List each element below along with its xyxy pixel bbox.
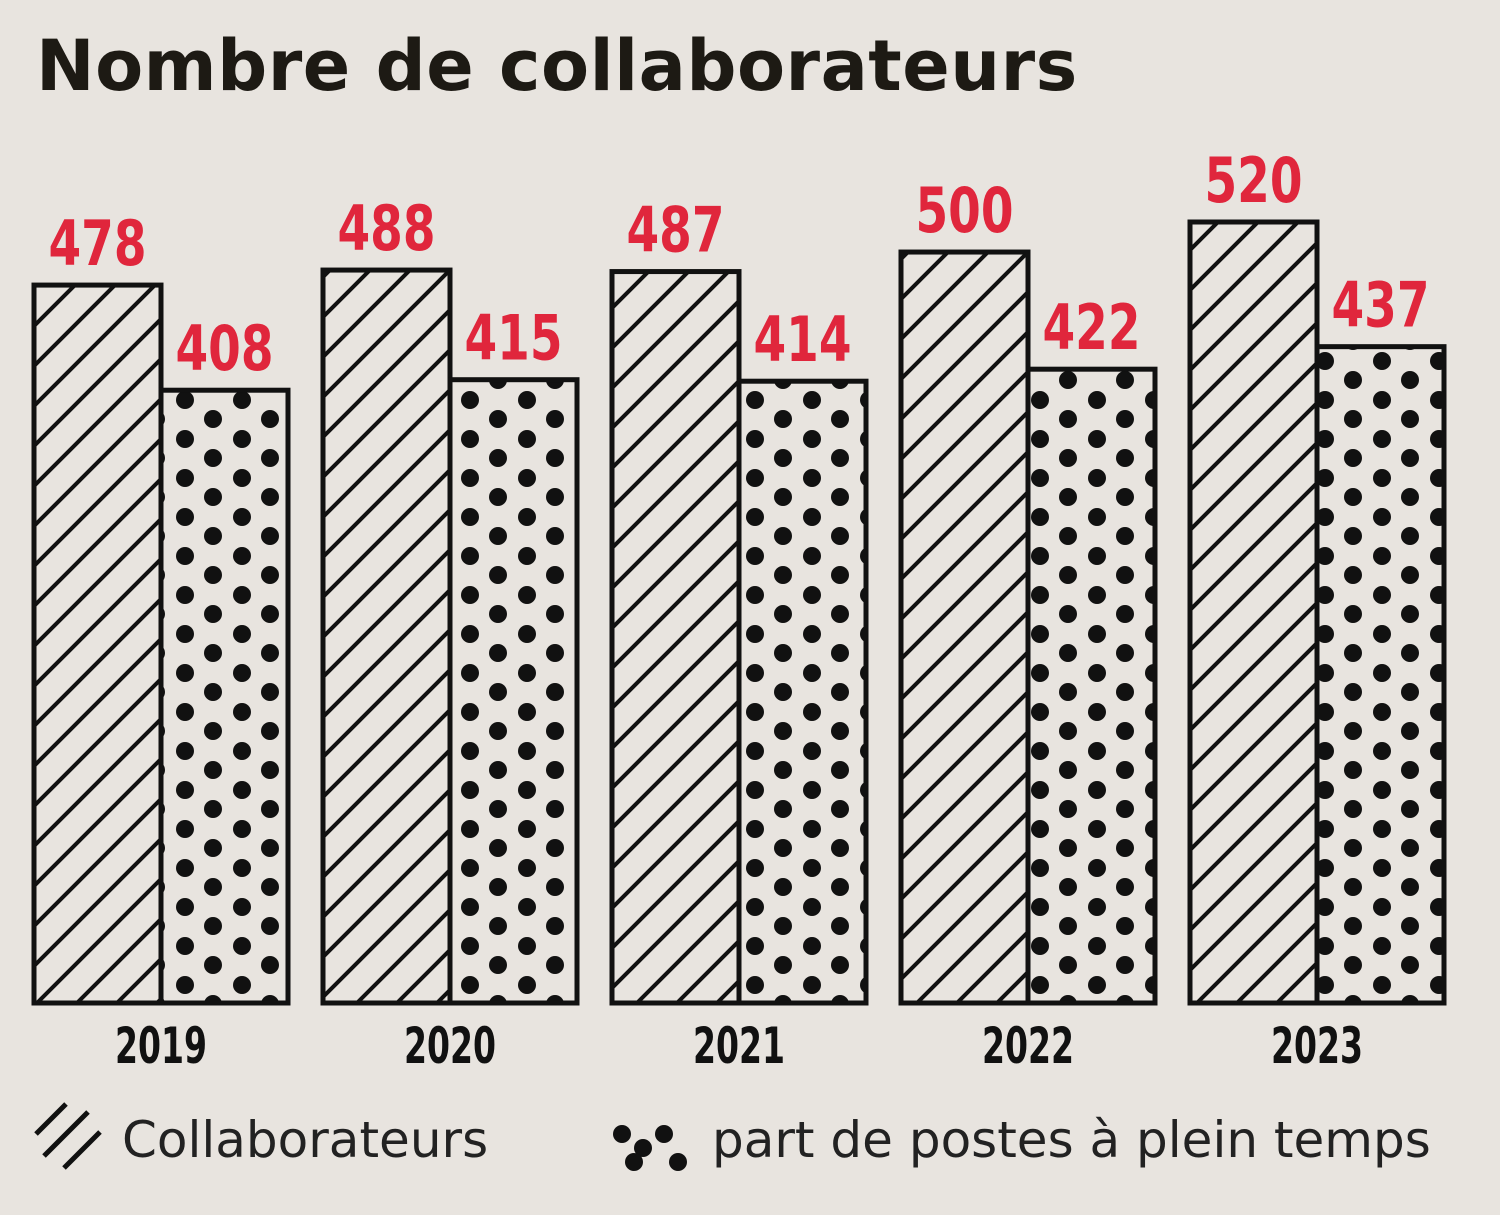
bar-plein-temps-2021 [736, 378, 869, 1006]
bar-collaborateurs-2023 [1187, 219, 1320, 1006]
x-tick-label-2020: 2020 [404, 1017, 496, 1075]
bar-collaborateurs-2021 [609, 269, 742, 1006]
value-label-collaborateurs-2022: 500 [916, 174, 1014, 247]
x-tick-label-2019: 2019 [115, 1017, 207, 1075]
bar-collaborateurs-2019 [31, 282, 164, 1006]
value-label-plein-temps-2020: 415 [465, 302, 563, 375]
bar-plein-temps-2022 [1025, 366, 1158, 1006]
chart-title: Nombre de collaborateurs [36, 25, 1078, 107]
legend-label-plein-temps: part de postes à plein temps [712, 1111, 1431, 1169]
value-label-collaborateurs-2021: 487 [627, 194, 725, 267]
bar-plein-temps-2020 [447, 377, 580, 1006]
legend-item-plein-temps: part de postes à plein temps [610, 1095, 1431, 1185]
value-label-plein-temps-2022: 422 [1043, 291, 1141, 364]
value-label-collaborateurs-2023: 520 [1205, 144, 1303, 217]
dots-swatch-icon [613, 1125, 687, 1171]
value-label-plein-temps-2019: 408 [176, 312, 274, 385]
x-tick-label-2021: 2021 [693, 1017, 785, 1075]
value-label-plein-temps-2023: 437 [1332, 269, 1430, 342]
value-label-collaborateurs-2020: 488 [338, 192, 436, 265]
bar-plein-temps-2019 [158, 387, 291, 1006]
value-label-plein-temps-2021: 414 [754, 303, 852, 376]
bar-collaborateurs-2022 [898, 249, 1031, 1006]
x-tick-label-2022: 2022 [982, 1017, 1074, 1075]
hatch-swatch-icon [34, 1102, 102, 1170]
bar-plein-temps-2023 [1314, 344, 1447, 1006]
bar-collaborateurs-2020 [320, 267, 453, 1006]
x-tick-label-2023: 2023 [1271, 1017, 1363, 1075]
legend: Collaborateurs part de postes à plein te… [30, 1095, 1470, 1185]
legend-label-collaborateurs: Collaborateurs [122, 1111, 489, 1169]
legend-item-collaborateurs: Collaborateurs [30, 1095, 488, 1185]
value-label-collaborateurs-2019: 478 [49, 207, 147, 280]
